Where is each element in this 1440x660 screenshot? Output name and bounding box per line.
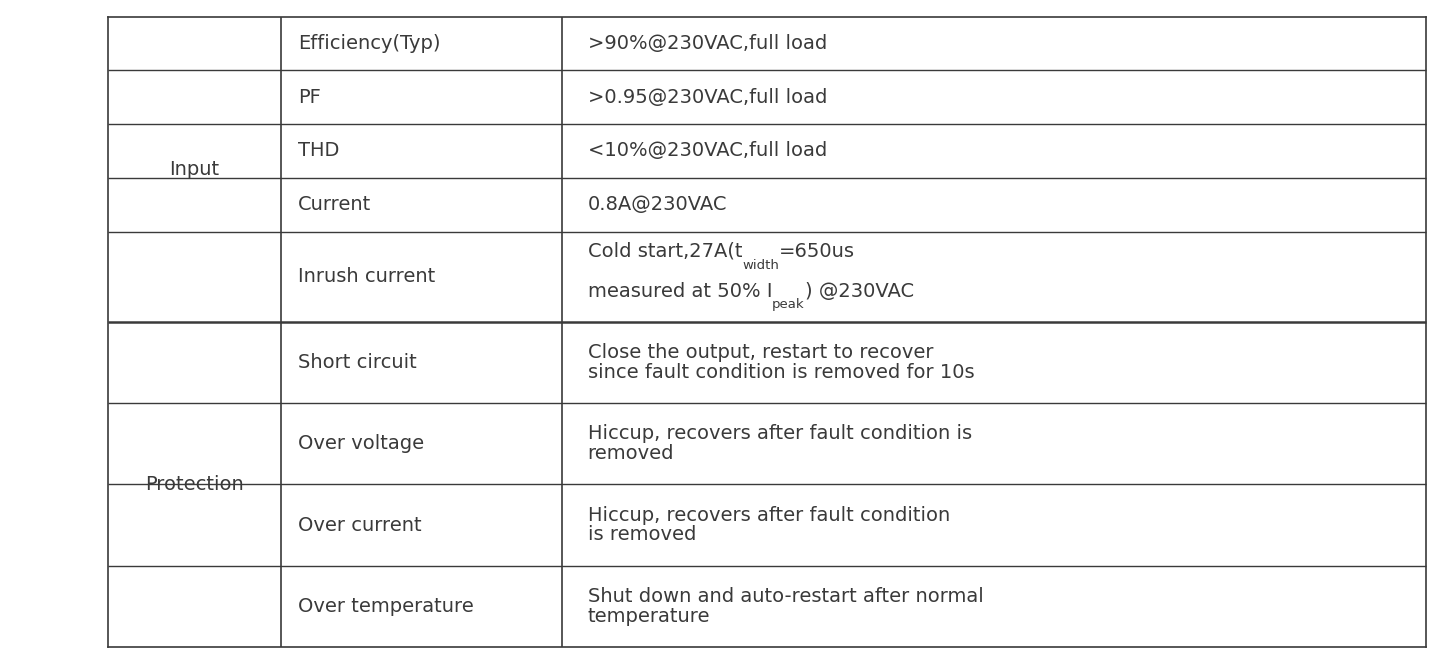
Text: since fault condition is removed for 10s: since fault condition is removed for 10s [588,363,973,382]
Text: >0.95@230VAC,full load: >0.95@230VAC,full load [588,88,827,107]
Text: Cold start,27A(t: Cold start,27A(t [588,242,742,261]
Text: Over voltage: Over voltage [298,434,425,453]
Text: measured at 50% I: measured at 50% I [588,282,772,300]
Text: <10%@230VAC,full load: <10%@230VAC,full load [588,141,827,160]
Text: Hiccup, recovers after fault condition: Hiccup, recovers after fault condition [588,506,950,525]
Text: ) @230VAC: ) @230VAC [805,282,914,300]
Text: Hiccup, recovers after fault condition is: Hiccup, recovers after fault condition i… [588,424,972,444]
Text: Input: Input [170,160,219,179]
Text: Current: Current [298,195,372,214]
Text: peak: peak [772,298,805,312]
Text: Shut down and auto-restart after normal: Shut down and auto-restart after normal [588,587,984,606]
Text: Inrush current: Inrush current [298,267,435,286]
Text: temperature: temperature [588,607,710,626]
Text: PF: PF [298,88,321,107]
Text: Efficiency(Typ): Efficiency(Typ) [298,34,441,53]
Text: Over temperature: Over temperature [298,597,474,616]
Text: width: width [742,259,779,272]
Text: removed: removed [588,444,674,463]
Text: Protection: Protection [145,475,243,494]
Text: =650us: =650us [779,242,855,261]
Text: 0.8A@230VAC: 0.8A@230VAC [588,195,727,214]
Text: Short circuit: Short circuit [298,353,416,372]
Text: THD: THD [298,141,340,160]
Text: >90%@230VAC,full load: >90%@230VAC,full load [588,34,827,53]
Text: Over current: Over current [298,515,422,535]
Text: Close the output, restart to recover: Close the output, restart to recover [588,343,933,362]
Text: is removed: is removed [588,525,696,544]
